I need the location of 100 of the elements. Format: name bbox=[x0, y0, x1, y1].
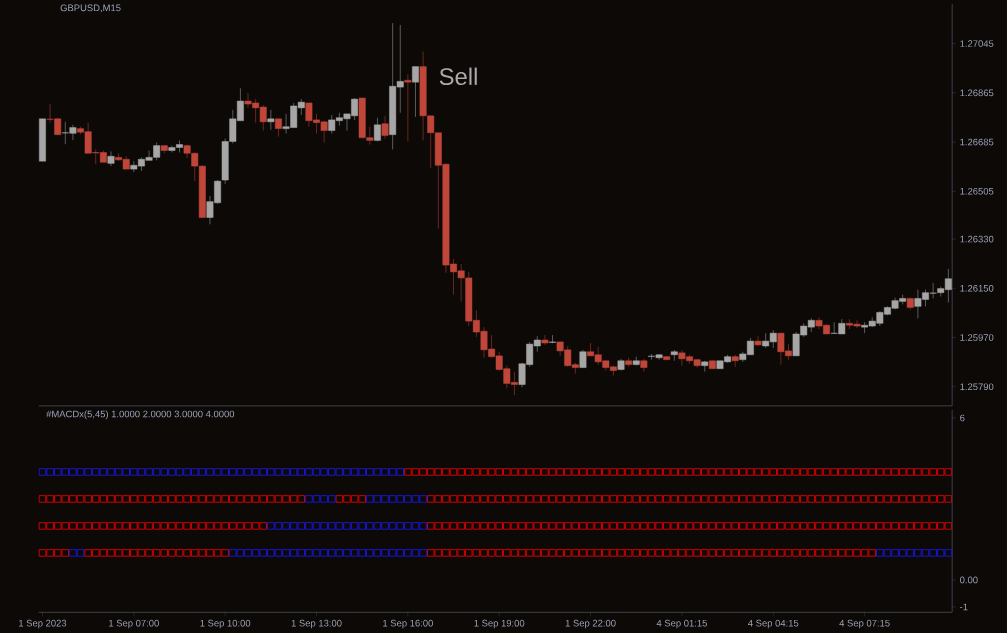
point bbox=[76, 549, 85, 557]
y-tick-label: 1.26330 bbox=[960, 235, 994, 243]
point bbox=[251, 468, 260, 476]
point bbox=[366, 468, 374, 476]
point bbox=[312, 522, 321, 530]
point bbox=[320, 495, 328, 503]
point bbox=[221, 468, 229, 476]
chart-title: #MACDx(5,45) 1.0000 2.0000 3.0000 4.0000 bbox=[46, 410, 235, 420]
point bbox=[259, 468, 267, 476]
point bbox=[251, 549, 260, 557]
point bbox=[274, 468, 283, 476]
point bbox=[411, 495, 420, 503]
point bbox=[168, 468, 176, 476]
point bbox=[388, 522, 397, 530]
x-tick-label: 4 Sep 07:15 bbox=[839, 619, 890, 629]
point bbox=[274, 549, 283, 557]
point bbox=[373, 495, 382, 503]
point bbox=[373, 549, 382, 557]
point bbox=[229, 468, 237, 476]
point bbox=[396, 468, 404, 476]
point bbox=[320, 468, 328, 476]
point bbox=[335, 549, 344, 557]
y-tick-label: 6 bbox=[960, 414, 965, 422]
point bbox=[305, 495, 313, 503]
point bbox=[175, 468, 184, 476]
point bbox=[229, 549, 237, 557]
point bbox=[335, 468, 344, 476]
point bbox=[373, 468, 382, 476]
point bbox=[328, 549, 336, 557]
point bbox=[236, 468, 245, 476]
point bbox=[343, 549, 351, 557]
y-tick-label: 1.25790 bbox=[960, 383, 994, 390]
point bbox=[297, 468, 305, 476]
point bbox=[944, 549, 953, 557]
point bbox=[366, 522, 374, 530]
x-tick-label: 4 Sep 01:15 bbox=[656, 619, 707, 629]
x-tick-label: 1 Sep 19:00 bbox=[474, 619, 525, 629]
y-tick-label: 1.25970 bbox=[960, 334, 994, 341]
point bbox=[122, 468, 130, 476]
point bbox=[366, 549, 374, 557]
x-tick-label: 1 Sep 10:00 bbox=[200, 619, 251, 629]
point bbox=[366, 495, 374, 503]
candlestick bbox=[381, 115, 389, 139]
point bbox=[328, 522, 336, 530]
point bbox=[328, 495, 336, 503]
point bbox=[130, 468, 138, 476]
point bbox=[99, 468, 108, 476]
point bbox=[350, 522, 359, 530]
point bbox=[388, 549, 397, 557]
point bbox=[38, 468, 47, 476]
point bbox=[92, 468, 100, 476]
point bbox=[274, 522, 283, 530]
point bbox=[107, 468, 115, 476]
point bbox=[320, 549, 328, 557]
point bbox=[289, 549, 298, 557]
point bbox=[358, 468, 366, 476]
point bbox=[876, 549, 884, 557]
point bbox=[137, 468, 146, 476]
point bbox=[328, 468, 336, 476]
point bbox=[69, 549, 77, 557]
point bbox=[191, 468, 199, 476]
point bbox=[236, 549, 245, 557]
point bbox=[289, 522, 298, 530]
y-tick-label: 1.26865 bbox=[960, 89, 994, 97]
point bbox=[198, 468, 207, 476]
point bbox=[267, 549, 275, 557]
y-tick-label: 1.26505 bbox=[960, 187, 994, 195]
x-tick-label: 1 Sep 22:00 bbox=[565, 619, 616, 629]
point bbox=[312, 468, 321, 476]
point bbox=[396, 495, 404, 503]
y-tick-label: 0.00 bbox=[960, 576, 978, 584]
point bbox=[69, 468, 77, 476]
point bbox=[350, 549, 359, 557]
point bbox=[267, 468, 275, 476]
candlestick bbox=[541, 334, 549, 346]
point bbox=[404, 549, 412, 557]
y-tick-label: -1 bbox=[960, 603, 968, 611]
x-tick-label: 1 Sep 2023 bbox=[19, 619, 67, 629]
point bbox=[152, 468, 161, 476]
point bbox=[388, 468, 397, 476]
point bbox=[381, 522, 389, 530]
point bbox=[381, 468, 389, 476]
point bbox=[76, 468, 85, 476]
point bbox=[396, 549, 404, 557]
point bbox=[404, 495, 412, 503]
point bbox=[404, 522, 412, 530]
point bbox=[297, 549, 305, 557]
candlestick bbox=[412, 65, 419, 118]
x-tick-label: 1 Sep 13:00 bbox=[291, 619, 342, 629]
point bbox=[419, 495, 427, 503]
y-tick-label: 1.27045 bbox=[960, 40, 994, 47]
point bbox=[206, 468, 214, 476]
point bbox=[929, 549, 937, 557]
x-tick-label: 1 Sep 07:00 bbox=[109, 619, 159, 629]
point bbox=[183, 468, 191, 476]
y-tick-label: 1.26685 bbox=[960, 138, 994, 146]
point bbox=[388, 495, 397, 503]
point bbox=[305, 549, 313, 557]
point bbox=[145, 468, 153, 476]
point bbox=[282, 468, 290, 476]
